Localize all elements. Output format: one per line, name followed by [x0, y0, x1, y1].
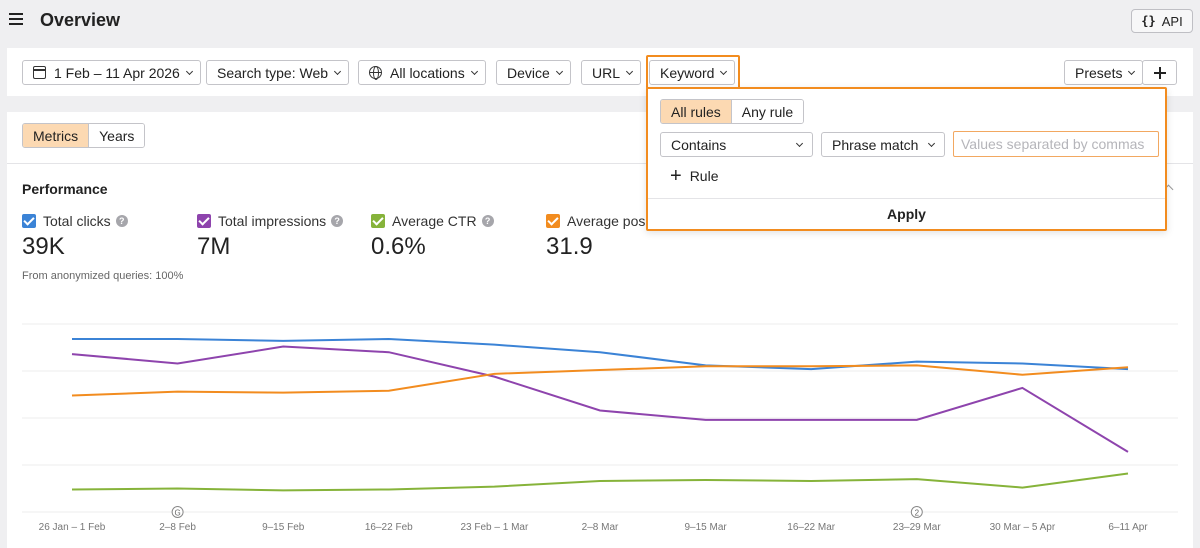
- metric-average-ctr[interactable]: Average CTR ? 0.6%: [371, 213, 494, 261]
- annotation-label: G: [174, 509, 180, 518]
- annotation-marker[interactable]: 2: [910, 506, 923, 518]
- metric-total-clicks[interactable]: Total clicks ? 39K: [22, 213, 128, 261]
- checkbox-icon[interactable]: [546, 214, 560, 228]
- locations-label: All locations: [390, 64, 465, 81]
- checkbox-icon[interactable]: [371, 214, 385, 228]
- x-tick-label: 9–15 Feb: [262, 522, 305, 533]
- metric-average-position[interactable]: Average posi 31.9: [546, 213, 648, 261]
- api-button[interactable]: {} API: [1131, 9, 1193, 33]
- locations-button[interactable]: All locations: [358, 60, 486, 85]
- x-tick-label: 16–22 Mar: [787, 522, 835, 533]
- match-type-select[interactable]: Phrase match: [821, 132, 945, 157]
- metric-label: Average CTR: [392, 213, 477, 229]
- view-toggle: Metrics Years: [22, 123, 146, 148]
- help-icon[interactable]: ?: [481, 215, 494, 227]
- series-line-total-impressions: [71, 345, 1129, 453]
- tab-years[interactable]: Years: [88, 124, 145, 147]
- url-button[interactable]: URL: [581, 60, 642, 85]
- url-label: URL: [592, 64, 621, 81]
- condition-label: Contains: [671, 136, 727, 153]
- metric-label: Total clicks: [43, 213, 111, 229]
- any-rule-option[interactable]: Any rule: [730, 100, 804, 123]
- annotation-marker[interactable]: G: [171, 506, 184, 518]
- keyword-filter-dropdown: All rules Any rule Contains Phrase match…: [646, 87, 1167, 231]
- checkbox-icon[interactable]: [22, 214, 36, 228]
- section-title: Performance: [22, 181, 108, 197]
- presets-label: Presets: [1075, 64, 1123, 81]
- x-tick-label: 2–8 Mar: [582, 522, 619, 533]
- search-type-button[interactable]: Search type: Web: [206, 60, 350, 85]
- x-tick-label: 23 Feb – 1 Mar: [460, 522, 528, 533]
- anonymized-note: From anonymized queries: 100%: [22, 270, 184, 282]
- help-icon[interactable]: ?: [331, 215, 344, 227]
- values-input[interactable]: [953, 131, 1159, 157]
- metric-value: 7M: [197, 233, 231, 260]
- add-rule-label: Rule: [689, 168, 719, 184]
- tab-metrics[interactable]: Metrics: [23, 124, 89, 147]
- series-line-total-clicks: [72, 338, 1129, 371]
- x-tick-label: 6–11 Apr: [1108, 522, 1148, 533]
- page-title: Overview: [40, 10, 121, 30]
- metric-value: 31.9: [546, 233, 593, 260]
- x-tick-label: 30 Mar – 5 Apr: [990, 522, 1056, 533]
- chevron-down-icon: [795, 139, 804, 147]
- help-icon[interactable]: ?: [115, 215, 128, 227]
- metric-label: Average posi: [567, 213, 649, 229]
- all-rules-option[interactable]: All rules: [661, 100, 731, 123]
- api-label: API: [1161, 13, 1183, 29]
- metric-label: Total impressions: [218, 213, 327, 229]
- device-button[interactable]: Device: [496, 60, 571, 85]
- date-range-button[interactable]: 1 Feb – 11 Apr 2026: [22, 60, 201, 85]
- metric-value: 39K: [22, 233, 65, 260]
- match-type-label: Phrase match: [832, 136, 919, 153]
- chevron-down-icon: [927, 139, 936, 147]
- braces-icon: {}: [1141, 14, 1156, 28]
- match-mode-toggle: All rules Any rule: [660, 99, 805, 124]
- x-tick-label: 23–29 Mar: [893, 522, 941, 533]
- keyword-label: Keyword: [660, 64, 715, 81]
- annotation-label: 2: [915, 509, 920, 518]
- menu-icon[interactable]: [9, 13, 23, 25]
- divider: [7, 163, 1193, 164]
- x-tick-label: 26 Jan – 1 Feb: [39, 522, 106, 533]
- calendar-icon: [33, 66, 46, 79]
- x-tick-label: 2–8 Feb: [159, 522, 196, 533]
- checkbox-icon[interactable]: [197, 214, 211, 228]
- divider: [648, 198, 1165, 199]
- x-tick-label: 16–22 Feb: [365, 522, 413, 533]
- series-line-average-ctr: [71, 472, 1129, 492]
- top-bar: Overview {} API: [0, 0, 1200, 42]
- keyword-button[interactable]: Keyword: [649, 60, 736, 85]
- presets-button[interactable]: Presets: [1064, 60, 1144, 85]
- search-type-label: Search type: Web: [217, 64, 329, 81]
- metric-total-impressions[interactable]: Total impressions ? 7M: [197, 213, 344, 261]
- device-label: Device: [507, 64, 550, 81]
- apply-button[interactable]: Apply: [887, 206, 926, 222]
- date-range-label: 1 Feb – 11 Apr 2026: [54, 64, 180, 81]
- x-tick-label: 9–15 Mar: [684, 522, 727, 533]
- add-filter-button[interactable]: [1142, 60, 1177, 85]
- series-line-average-posi: [71, 364, 1129, 397]
- globe-icon: [369, 66, 382, 80]
- metric-value: 0.6%: [371, 233, 426, 260]
- plus-icon: +: [670, 165, 682, 187]
- add-rule-button[interactable]: + Rule: [670, 165, 719, 187]
- condition-select[interactable]: Contains: [660, 132, 813, 157]
